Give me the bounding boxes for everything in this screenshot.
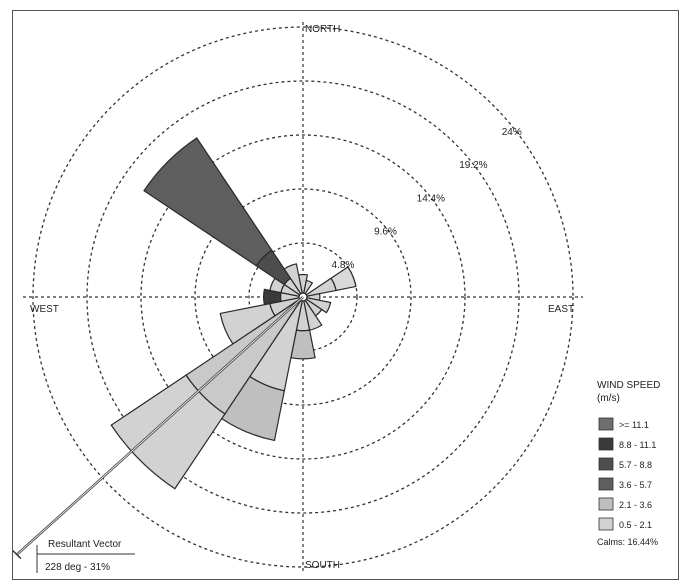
east-label: EAST [548, 304, 574, 315]
legend-label-2: 8.8 - 11.1 [619, 440, 656, 450]
radial-grid [32, 26, 574, 568]
legend-calms: Calms: 16.44% [597, 537, 658, 547]
petal-10-segment-1 [219, 302, 276, 345]
ring-label-4: 19.2% [459, 160, 487, 171]
legend-swatch-1 [598, 417, 614, 431]
petals [110, 137, 357, 490]
resultant-vector-tick [12, 550, 22, 560]
grid-ring-4 [86, 80, 520, 514]
legend-label-1: >= 11.1 [619, 420, 649, 430]
ring-label-3: 14.4% [417, 193, 445, 204]
legend-swatch-5 [598, 497, 614, 511]
petal-2-segment-1 [330, 266, 357, 292]
legend-swatch-6 [598, 517, 614, 531]
grid-ring-5 [32, 26, 574, 568]
legend-units: (m/s) [597, 393, 620, 404]
west-label: WEST [30, 304, 59, 315]
petal-9-segment-1 [110, 374, 226, 490]
resultant-vector-title: Resultant Vector [48, 539, 122, 550]
legend-label-4: 3.6 - 5.7 [619, 480, 652, 490]
legend-swatch-4 [598, 477, 614, 491]
grid-ring-3 [140, 134, 466, 460]
legend-label-6: 0.5 - 2.1 [619, 520, 652, 530]
petal-11-segment-1 [263, 288, 282, 306]
grid-ring-2 [194, 188, 412, 406]
resultant-vector-value: 228 deg - 31% [45, 562, 110, 573]
compass-axes [23, 22, 583, 572]
north-label: NORTH [305, 24, 340, 35]
petal-13-segment-2 [143, 137, 273, 267]
legend-label-5: 2.1 - 3.6 [619, 500, 652, 510]
legend-title: WIND SPEED [597, 380, 660, 391]
legend-label-3: 5.7 - 8.8 [619, 460, 652, 470]
chart-frame [12, 10, 679, 580]
legend-swatch-3 [598, 457, 614, 471]
ring-label-2: 9.6% [374, 227, 397, 238]
ring-labels: 4.8% 9.6% 14.4% 19.2% 24% [332, 127, 522, 271]
legend: WIND SPEED (m/s) >= 11.1 8.8 - 11.1 5.7 - … [597, 380, 660, 547]
south-label: SOUTH [305, 560, 340, 571]
ring-label-1: 4.8% [332, 260, 355, 271]
resultant-vector-line-core [16, 296, 304, 555]
legend-swatch-2 [598, 437, 614, 451]
ring-label-5: 24% [502, 127, 522, 138]
resultant-vector [12, 296, 304, 573]
